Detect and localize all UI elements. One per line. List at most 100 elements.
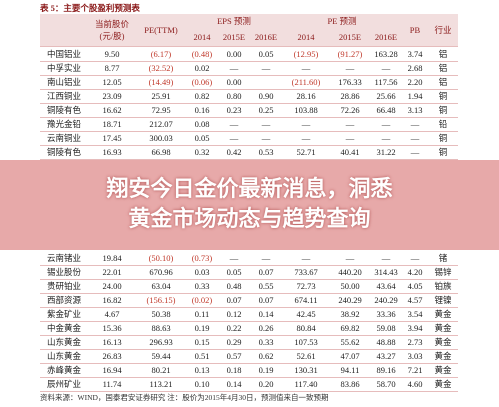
company: 辰州矿业 [46, 379, 81, 389]
table-cell: 42.45 [296, 309, 316, 319]
table-cell: 3.13 [407, 105, 423, 115]
table-cell: 52.71 [296, 147, 316, 157]
table-cell: 23.09 [102, 91, 122, 101]
company: 豫光金铅 [46, 119, 81, 129]
company: 赤峰黄金 [46, 365, 81, 375]
table-cell: 0.33 [258, 337, 274, 347]
table-cell: 0.12 [226, 309, 242, 319]
table-cell: 26.83 [102, 351, 122, 361]
table-cell: — [229, 133, 239, 143]
table-cell: 163.28 [374, 49, 398, 59]
table-cell: 0.00 [226, 77, 242, 87]
header-cell: 2015E [218, 30, 250, 46]
rule [40, 335, 458, 336]
table-cell: 8.77 [104, 63, 120, 73]
company: 江西铜业 [46, 91, 81, 101]
table-cell: 72.26 [340, 105, 360, 115]
table-cell: (6.17) [150, 49, 172, 59]
table-cell: 58.70 [376, 379, 396, 389]
table-cell [250, 75, 282, 89]
table-cell: 4.05 [407, 281, 423, 291]
table-cell: (156.15) [146, 295, 176, 305]
table-cell: 11.74 [102, 379, 122, 389]
table-cell: 铜 [438, 133, 448, 143]
table-cell: 3.74 [407, 49, 423, 59]
header-cell: 2016E [250, 30, 282, 46]
rule [40, 103, 458, 104]
table-cell: 107.53 [294, 337, 318, 347]
table-cell: 0.26 [258, 323, 274, 333]
table-cell: 89.16 [376, 365, 396, 375]
table-cell: 16.62 [102, 105, 122, 115]
table-cell: — [410, 147, 420, 157]
rule [40, 117, 458, 118]
company: 山东黄金 [46, 337, 81, 347]
table-cell: 0.55 [258, 281, 274, 291]
table-cell: — [229, 119, 239, 129]
rule [40, 293, 458, 294]
table-cell: 黄金 [434, 379, 452, 389]
table-cell: — [301, 253, 311, 263]
footer: 资料来源：WIND，国泰君安证券研究 注：股价为2015年4月30日，预测值来自… [40, 393, 329, 402]
table-cell: 黄金 [434, 351, 452, 361]
table-cell: 15.36 [102, 323, 122, 333]
table-cell: 0.22 [226, 323, 242, 333]
table-cell: 铜 [438, 147, 448, 157]
table-cell: 314.43 [374, 267, 398, 277]
table-cell: — [410, 119, 420, 129]
table-cell: 176.33 [338, 77, 362, 87]
table-cell: 0.82 [194, 91, 210, 101]
table-cell: (14.49) [148, 77, 174, 87]
rule [40, 391, 458, 392]
table-cell: 59.44 [151, 351, 171, 361]
table-cell: 铝 [438, 49, 448, 59]
rule [40, 75, 458, 76]
company: 中国铝业 [46, 49, 81, 59]
rule [40, 61, 458, 62]
table-cell: 28.86 [340, 91, 360, 101]
table-cell: (0.73) [191, 253, 213, 263]
table-cell: 52.61 [296, 351, 316, 361]
table-cell: 铜 [438, 91, 448, 101]
table-cell: 铝 [438, 77, 448, 87]
table-cell: 0.11 [194, 309, 210, 319]
table-cell: 7.21 [407, 365, 423, 375]
table-cell: 0.02 [194, 63, 210, 73]
table-cell: — [301, 133, 311, 143]
table-cell: 31.22 [376, 147, 396, 157]
table-cell: 59.08 [376, 323, 396, 333]
company: 南山铝业 [46, 77, 81, 87]
table-cell: 16.94 [102, 365, 122, 375]
table-cell: 黄金 [434, 365, 452, 375]
table-cell: 0.42 [226, 147, 242, 157]
table-cell: 25.91 [151, 91, 171, 101]
table-cell: 55.62 [340, 337, 360, 347]
table-cell: 0.07 [258, 295, 274, 305]
table-cell: 0.62 [258, 351, 274, 361]
table-cell: 1.94 [407, 91, 423, 101]
table-cell: 0.03 [194, 267, 210, 277]
table-cell: 33.36 [376, 309, 396, 319]
table-cell: 3.03 [407, 351, 423, 361]
table-cell: — [381, 253, 391, 263]
company: 山东黄金 [46, 351, 81, 361]
table-cell: 83.86 [340, 379, 360, 389]
rule [40, 321, 458, 322]
company: 中金黄金 [46, 323, 81, 333]
table-cell: — [381, 63, 391, 73]
table-cell: 0.05 [226, 267, 242, 277]
company: 紫金矿业 [46, 309, 81, 319]
table-cell: — [261, 133, 271, 143]
rule [40, 265, 458, 266]
table-cell: 0.05 [258, 49, 274, 59]
table-cell: 47.07 [340, 351, 360, 361]
table-cell: 240.29 [374, 295, 398, 305]
header-cell: 2016E [370, 30, 402, 46]
table-cell: 50.00 [340, 281, 360, 291]
table-cell: 0.08 [194, 119, 210, 129]
table-cell: 0.23 [226, 105, 242, 115]
table-cell: — [261, 119, 271, 129]
table-cell: 43.64 [376, 281, 396, 291]
table-cell: 2.68 [407, 63, 423, 73]
table-cell: (0.48) [191, 49, 213, 59]
